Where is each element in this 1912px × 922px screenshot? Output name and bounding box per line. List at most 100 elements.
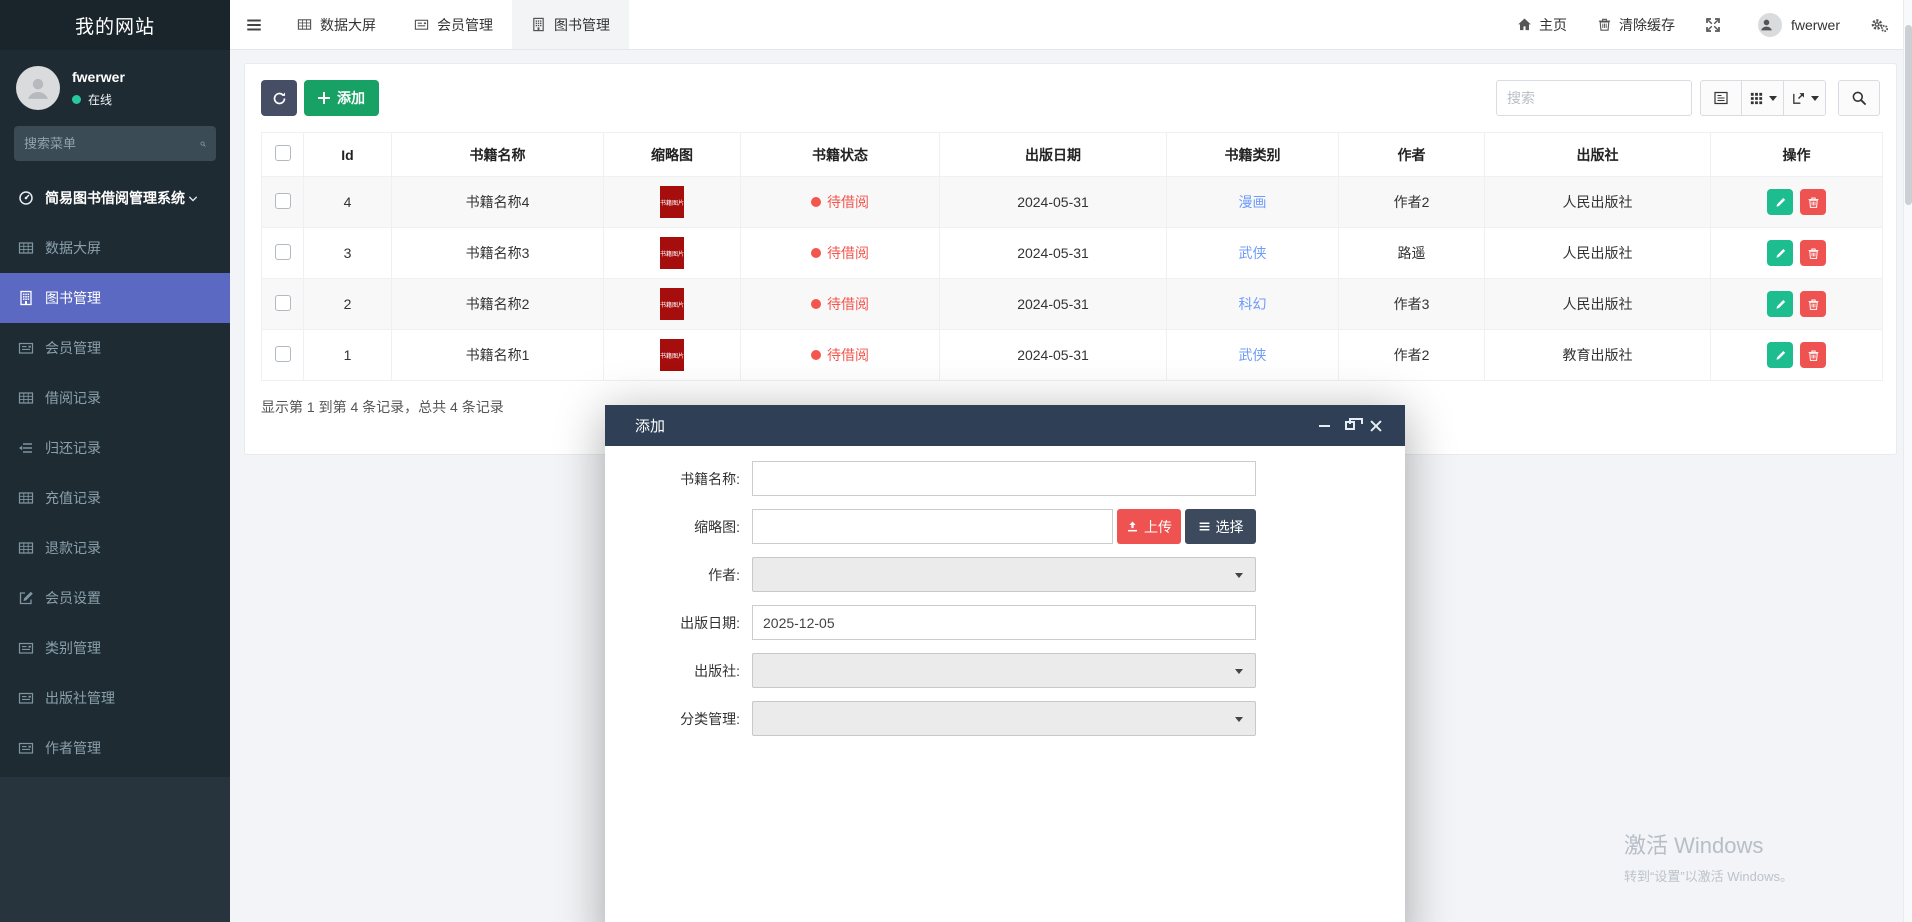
caret-down-icon — [1235, 573, 1243, 578]
cell-author: 作者2 — [1338, 176, 1485, 228]
page-scrollbar[interactable] — [1903, 0, 1912, 922]
detail-view-icon — [1713, 90, 1729, 106]
sidebar-item-publisher-management[interactable]: 出版社管理 — [0, 673, 230, 723]
publisher-select[interactable] — [752, 653, 1256, 688]
sidebar-search-input[interactable] — [24, 136, 200, 151]
edit-button[interactable] — [1767, 342, 1793, 368]
columns-button[interactable] — [1742, 80, 1784, 116]
windows-watermark: 激活 Windows 转到“设置”以激活 Windows。 — [1624, 833, 1794, 884]
edit-button[interactable] — [1767, 189, 1793, 215]
sidebar-item-recharge-records[interactable]: 充值记录 — [0, 473, 230, 523]
status-label: 待借阅 — [827, 347, 869, 363]
minimize-icon[interactable] — [1311, 415, 1337, 437]
col-actions: 操作 — [1710, 132, 1883, 177]
upload-icon — [1126, 520, 1139, 533]
user-menu[interactable]: fwerwer — [1757, 12, 1840, 37]
add-button[interactable]: 添加 — [304, 80, 379, 116]
table-search-input[interactable] — [1496, 80, 1692, 116]
col-publisher: 出版社 — [1484, 132, 1711, 177]
row-checkbox[interactable] — [274, 243, 291, 260]
navbar-avatar — [1757, 12, 1782, 37]
pencil-icon — [1774, 247, 1787, 260]
plus-icon — [318, 92, 330, 104]
thumbnail-label: 缩略图: — [694, 518, 740, 535]
publish-date-input[interactable] — [752, 605, 1256, 640]
cell-name: 书籍名称2 — [391, 278, 604, 330]
upload-button[interactable]: 上传 — [1117, 509, 1181, 544]
tab-book-management[interactable]: 图书管理 — [512, 0, 629, 49]
book-name-input[interactable] — [752, 461, 1256, 496]
edit-button[interactable] — [1767, 240, 1793, 266]
author-select[interactable] — [752, 557, 1256, 592]
trash-icon — [1807, 298, 1820, 311]
delete-button[interactable] — [1800, 291, 1826, 317]
book-thumbnail[interactable]: 书籍图片 — [660, 186, 684, 218]
category-link[interactable]: 武侠 — [1238, 347, 1267, 363]
caret-down-icon — [1768, 95, 1777, 101]
search-icon[interactable] — [200, 137, 206, 151]
maximize-icon[interactable] — [1337, 415, 1363, 437]
thumbnail-input[interactable] — [752, 509, 1113, 544]
delete-button[interactable] — [1800, 342, 1826, 368]
category-link[interactable]: 武侠 — [1238, 245, 1267, 261]
cell-name: 书籍名称3 — [391, 227, 604, 279]
user-avatar[interactable] — [16, 66, 60, 110]
sidebar-item-member-settings[interactable]: 会员设置 — [0, 573, 230, 623]
pagination-summary: 显示第 1 到第 4 条记录，总共 4 条记录 — [261, 399, 504, 415]
card-icon — [414, 17, 429, 32]
dialog-header[interactable]: 添加 — [605, 405, 1405, 446]
search-button[interactable] — [1838, 80, 1880, 116]
col-thumb: 缩略图 — [603, 132, 741, 177]
caret-down-icon — [1235, 669, 1243, 674]
table-toolbar: 添加 — [261, 80, 1880, 116]
row-checkbox[interactable] — [274, 345, 291, 362]
refresh-button[interactable] — [261, 80, 297, 116]
close-icon[interactable] — [1363, 415, 1389, 437]
sidebar-item-member-management[interactable]: 会员管理 — [0, 323, 230, 373]
select-all-checkbox[interactable] — [274, 145, 291, 161]
sidebar-item-data-screen[interactable]: 数据大屏 — [0, 223, 230, 273]
detail-view-button[interactable] — [1700, 80, 1742, 116]
tab-data-screen[interactable]: 数据大屏 — [278, 0, 395, 49]
sidebar-item-borrow-records[interactable]: 借阅记录 — [0, 373, 230, 423]
clear-cache-button[interactable]: 清除缓存 — [1597, 15, 1675, 35]
cell-publisher: 人民出版社 — [1484, 227, 1711, 279]
pencil-icon — [1774, 196, 1787, 209]
settings-cogs-icon[interactable] — [1870, 17, 1896, 33]
status-label: 待借阅 — [827, 245, 869, 261]
category-select[interactable] — [752, 701, 1256, 736]
sidebar-item-category-management[interactable]: 类别管理 — [0, 623, 230, 673]
choose-button[interactable]: 选择 — [1185, 509, 1256, 544]
export-button[interactable] — [1784, 80, 1826, 116]
edit-button[interactable] — [1767, 291, 1793, 317]
trash-icon — [1807, 196, 1820, 209]
sidebar-item-system[interactable]: 简易图书借阅管理系统 — [0, 173, 230, 223]
delete-button[interactable] — [1800, 189, 1826, 215]
table-header-row: Id 书籍名称 缩略图 书籍状态 出版日期 书籍类别 作者 出版社 操作 — [261, 132, 1883, 177]
site-brand: 我的网站 — [0, 0, 230, 50]
book-thumbnail[interactable]: 书籍图片 — [660, 288, 684, 320]
delete-button[interactable] — [1800, 240, 1826, 266]
sidebar-item-book-management[interactable]: 图书管理 — [0, 273, 230, 323]
scrollbar-thumb[interactable] — [1905, 25, 1912, 205]
book-thumbnail[interactable]: 书籍图片 — [660, 339, 684, 371]
author-label: 作者: — [708, 566, 740, 583]
books-card: 添加 Id 书籍名称 缩略图 书 — [244, 63, 1897, 455]
book-thumbnail[interactable]: 书籍图片 — [660, 237, 684, 269]
hamburger-icon[interactable] — [230, 0, 278, 49]
sidebar-menu: 简易图书借阅管理系统 数据大屏 图书管理 会员管理 借阅记录 归还记录 充值记录 — [0, 173, 230, 773]
tab-member-management[interactable]: 会员管理 — [395, 0, 512, 49]
row-checkbox[interactable] — [274, 294, 291, 311]
row-checkbox[interactable] — [274, 192, 291, 209]
category-link[interactable]: 科幻 — [1238, 296, 1267, 312]
col-id: Id — [303, 132, 392, 177]
home-button[interactable]: 主页 — [1517, 15, 1567, 35]
sidebar-item-return-records[interactable]: 归还记录 — [0, 423, 230, 473]
cell-id: 4 — [303, 176, 392, 228]
sidebar-item-author-management[interactable]: 作者管理 — [0, 723, 230, 773]
sidebar: 我的网站 fwerwer 在线 简易图书借阅管理系统 数据大屏 图书管理 会员管… — [0, 0, 230, 922]
table-row: 1 书籍名称1 书籍图片 待借阅 2024-05-31 武侠 作者2 教育出版社 — [261, 329, 1883, 381]
sidebar-item-refund-records[interactable]: 退款记录 — [0, 523, 230, 573]
category-link[interactable]: 漫画 — [1238, 194, 1267, 210]
fullscreen-icon[interactable] — [1705, 17, 1728, 33]
